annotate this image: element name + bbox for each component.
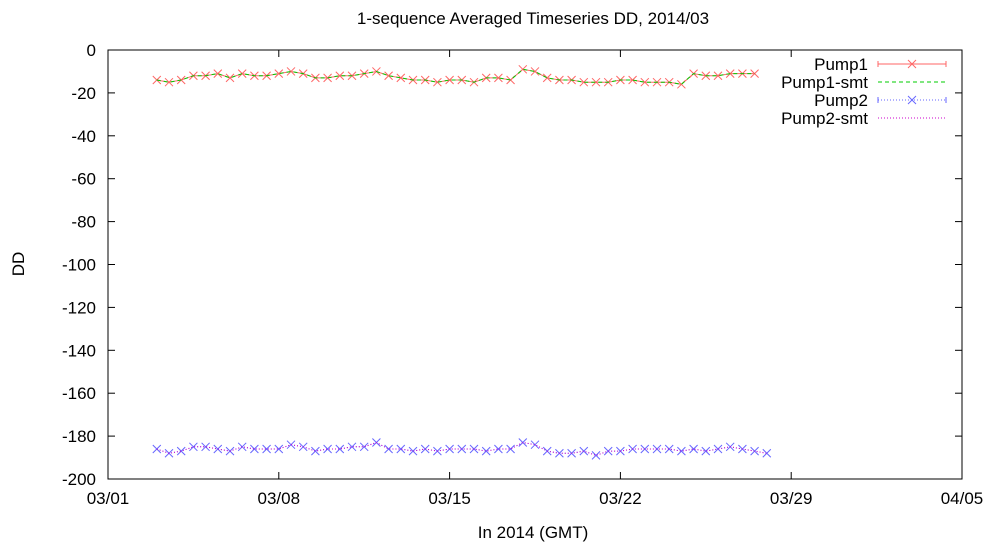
data-point <box>250 444 259 454</box>
data-point <box>225 73 235 83</box>
data-point <box>530 440 540 450</box>
data-point <box>396 444 406 454</box>
data-point <box>359 442 369 452</box>
data-point <box>164 77 174 87</box>
x-tick-label: 03/29 <box>770 489 813 508</box>
data-point <box>542 73 552 83</box>
data-point <box>347 442 357 452</box>
data-point <box>494 73 503 83</box>
x-tick-label: 03/01 <box>87 489 130 508</box>
data-point <box>579 446 589 456</box>
data-point <box>237 69 247 78</box>
x-tick-label: 03/08 <box>258 489 301 508</box>
data-point <box>213 69 223 78</box>
series-line-pump2-smt <box>156 441 767 456</box>
y-tick-label: -40 <box>71 127 96 146</box>
data-point <box>433 77 442 87</box>
data-point <box>201 442 210 452</box>
data-point <box>311 446 320 456</box>
x-tick-label: 04/05 <box>941 489 984 508</box>
y-tick-label: -120 <box>62 298 96 317</box>
data-point <box>262 444 271 454</box>
data-point <box>713 444 723 454</box>
data-point <box>481 446 491 456</box>
data-point <box>213 444 223 454</box>
data-point <box>274 69 284 78</box>
x-tick-label: 03/22 <box>599 489 642 508</box>
data-point <box>396 73 406 83</box>
data-point <box>689 444 698 454</box>
legend-label: Pump2 <box>814 91 868 110</box>
y-tick-label: -80 <box>71 213 96 232</box>
data-point <box>286 67 296 76</box>
data-point <box>762 448 772 458</box>
data-point <box>664 444 674 454</box>
y-tick-label: 0 <box>87 41 96 60</box>
series-line-pump1 <box>156 68 755 85</box>
y-axis: 0 -20 -40 -60 -80 -100 -120 -140 -160 -180 -200 <box>62 41 962 489</box>
data-point <box>652 444 662 454</box>
data-point <box>237 442 247 452</box>
series-line-pump1-smt <box>156 68 755 85</box>
data-point <box>445 75 454 85</box>
data-point <box>677 446 686 456</box>
legend-label: Pump1-smt <box>781 73 868 92</box>
data-point <box>640 77 650 87</box>
y-tick-label: -100 <box>62 256 96 275</box>
data-point <box>274 444 284 454</box>
y-tick-label: -140 <box>62 341 96 360</box>
legend-item: Pump1 <box>814 55 947 74</box>
legend-item: Pump2 <box>814 91 947 110</box>
data-point <box>457 444 467 454</box>
data-point <box>506 444 515 454</box>
x-axis: 03/01 03/08 03/15 03/22 03/29 04/05 <box>87 50 984 508</box>
data-point <box>384 444 393 454</box>
data-point <box>176 446 186 456</box>
x-axis-label: In 2014 (GMT) <box>478 523 589 542</box>
data-point <box>335 71 345 81</box>
data-point <box>518 438 528 447</box>
data-point <box>713 71 723 81</box>
data-point <box>579 77 589 87</box>
chart-title: 1-sequence Averaged Timeseries DD, 2014/… <box>357 9 709 28</box>
data-point <box>469 444 479 454</box>
y-tick-label: -180 <box>62 427 96 446</box>
data-point <box>335 444 345 454</box>
legend-item: Pump2-smt <box>781 109 946 128</box>
legend-label: Pump2-smt <box>781 109 868 128</box>
legend-label: Pump1 <box>814 55 868 74</box>
data-point <box>408 446 418 456</box>
y-tick-label: -60 <box>71 170 96 189</box>
data-point <box>628 75 637 85</box>
data-point <box>384 71 393 81</box>
y-tick-label: -160 <box>62 384 96 403</box>
legend-item: Pump1-smt <box>781 73 946 92</box>
data-point <box>591 451 601 460</box>
data-point <box>494 444 503 454</box>
data-point <box>286 440 296 450</box>
data-point <box>591 77 601 87</box>
data-point <box>152 444 162 454</box>
y-tick-label: -20 <box>71 84 96 103</box>
series-group <box>152 64 772 460</box>
data-point <box>189 442 198 452</box>
data-point <box>701 446 711 456</box>
data-point <box>323 444 332 454</box>
data-point <box>530 67 540 76</box>
x-tick-label: 03/15 <box>428 489 471 508</box>
y-tick-label: -200 <box>62 470 96 489</box>
y-axis-label: DD <box>9 252 28 277</box>
